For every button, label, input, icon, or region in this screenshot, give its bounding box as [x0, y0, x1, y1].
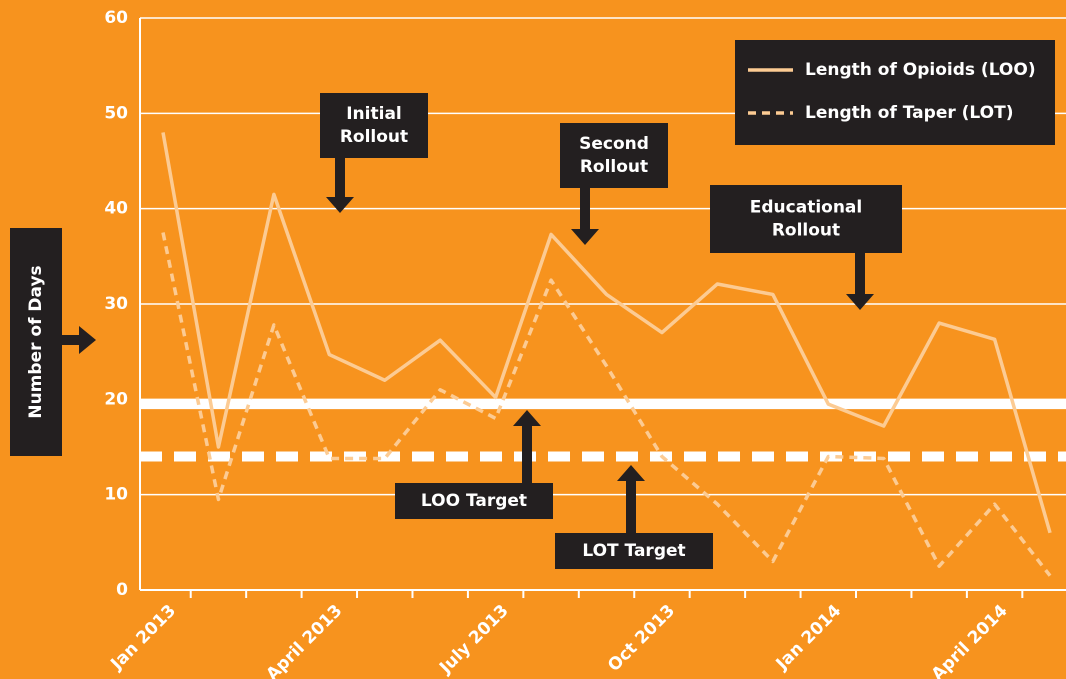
- target-label-box: [395, 483, 553, 519]
- annotation-text: Initial: [346, 104, 402, 124]
- y-tick-label: 30: [104, 294, 128, 314]
- y-label-box: [10, 228, 62, 456]
- y-tick-label: 40: [104, 199, 128, 219]
- annotation-text: Second: [579, 134, 649, 154]
- y-label-arrow: [62, 326, 96, 354]
- target-label: LOT Target: [582, 541, 685, 561]
- annotation-text: Rollout: [772, 221, 840, 241]
- series-line: [161, 232, 1052, 577]
- target-arrow: [617, 465, 645, 533]
- target-arrow: [513, 410, 541, 483]
- annotation-box: [560, 123, 668, 188]
- annotation-text: Educational: [750, 198, 862, 218]
- series-line: [161, 132, 1052, 534]
- y-tick-label: 10: [104, 485, 128, 505]
- x-tick-label: April 2014: [928, 601, 1012, 679]
- x-tick-label: Jan 2013: [106, 601, 180, 675]
- annotation-text: Rollout: [580, 157, 648, 177]
- x-tick-label: July 2013: [435, 601, 512, 678]
- annotation-arrow: [846, 253, 874, 310]
- x-tick-label: Jan 2014: [772, 601, 846, 675]
- legend-box: [735, 40, 1055, 145]
- legend-label: Length of Taper (LOT): [805, 103, 1013, 123]
- x-tick-label: Oct 2013: [604, 601, 679, 676]
- y-tick-label: 0: [116, 580, 128, 600]
- annotation-box: [320, 93, 428, 158]
- legend-label: Length of Opioids (LOO): [805, 60, 1036, 80]
- target-label-box: [555, 533, 713, 569]
- annotation-box: [710, 185, 902, 253]
- annotation-arrow: [571, 188, 599, 245]
- annotation-text: Rollout: [340, 127, 408, 147]
- y-tick-label: 20: [104, 389, 128, 409]
- x-tick-label: April 2013: [263, 601, 347, 679]
- y-tick-label: 60: [104, 8, 128, 28]
- y-axis-label: Number of Days: [26, 265, 46, 418]
- target-label: LOO Target: [421, 491, 527, 511]
- annotation-arrow: [326, 158, 354, 213]
- y-tick-label: 50: [104, 103, 128, 123]
